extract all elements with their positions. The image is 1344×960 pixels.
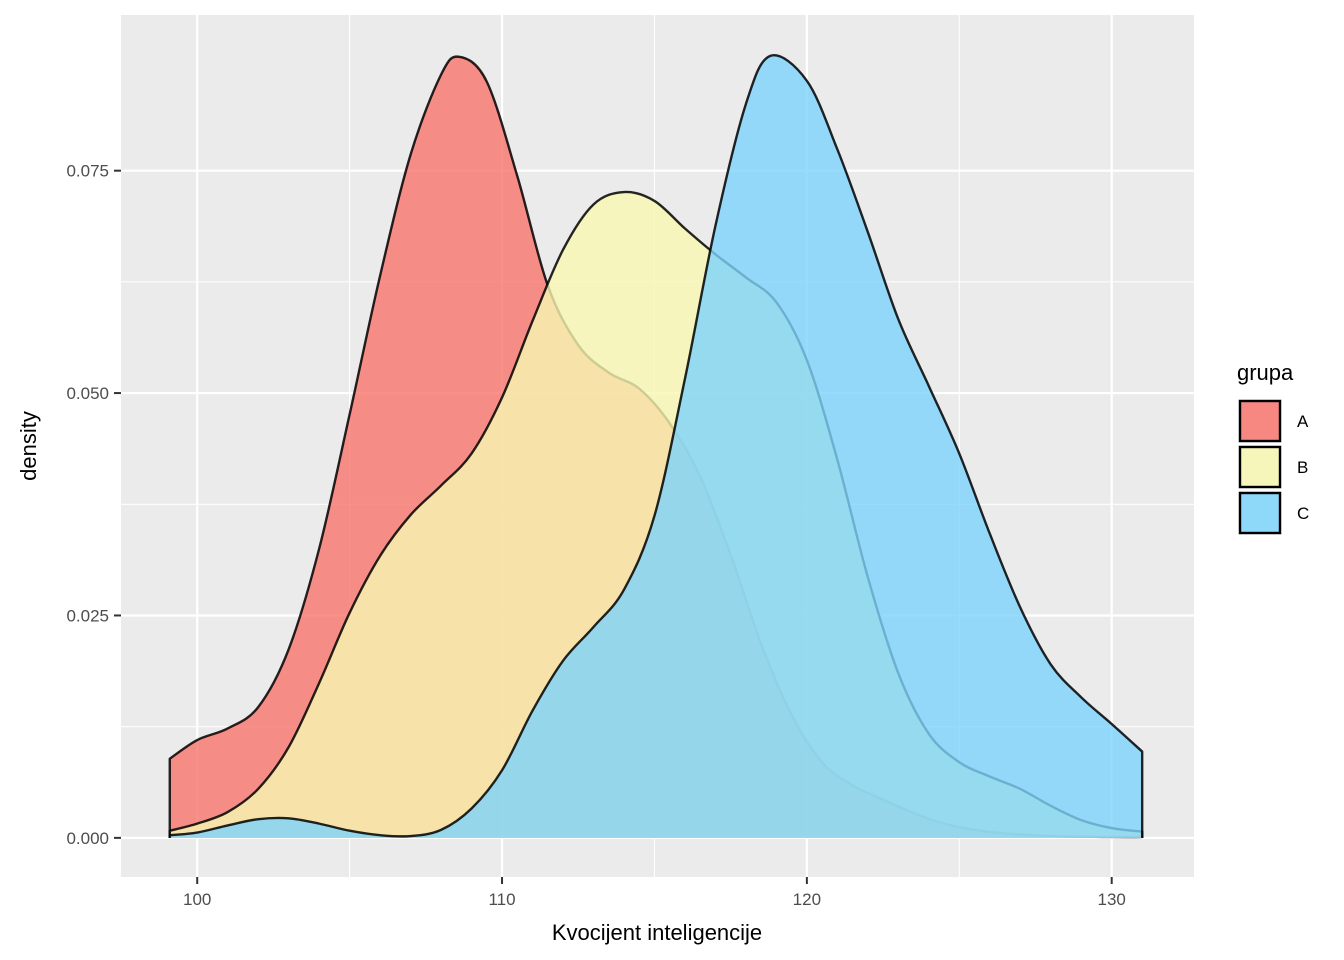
y-tick-label: 0.025 xyxy=(66,606,109,625)
legend-item-a: A xyxy=(1238,399,1309,443)
legend-swatch-b xyxy=(1238,445,1282,489)
legend-swatch-c xyxy=(1238,491,1282,535)
y-tick-label: 0.000 xyxy=(66,829,109,848)
x-tick-label: 110 xyxy=(488,890,515,909)
legend-item-b: B xyxy=(1238,445,1308,489)
legend-item-c: C xyxy=(1238,491,1309,535)
legend-items: A B C xyxy=(1238,399,1309,535)
y-axis-title: density xyxy=(16,411,41,481)
legend-title: grupa xyxy=(1237,360,1294,385)
legend-label-b: B xyxy=(1297,458,1308,477)
density-outline-c xyxy=(168,54,1144,838)
y-axis: 0.000 0.025 0.050 0.075 xyxy=(66,162,121,848)
legend-label-c: C xyxy=(1297,504,1309,523)
legend-label-a: A xyxy=(1297,412,1309,431)
x-axis-title: Kvocijent inteligencije xyxy=(552,920,762,945)
x-tick-label: 120 xyxy=(793,890,821,909)
x-axis: 100 110 120 130 xyxy=(183,877,1126,909)
series-c xyxy=(168,54,1144,838)
y-tick-label: 0.075 xyxy=(66,162,109,181)
y-tick-label: 0.050 xyxy=(66,384,109,403)
x-tick-label: 130 xyxy=(1098,890,1126,909)
density-areas xyxy=(168,54,1144,839)
density-area-c xyxy=(169,55,1143,838)
legend-swatch-a xyxy=(1238,399,1282,443)
x-tick-label: 100 xyxy=(183,890,211,909)
legend: grupa A B C xyxy=(1237,360,1309,535)
